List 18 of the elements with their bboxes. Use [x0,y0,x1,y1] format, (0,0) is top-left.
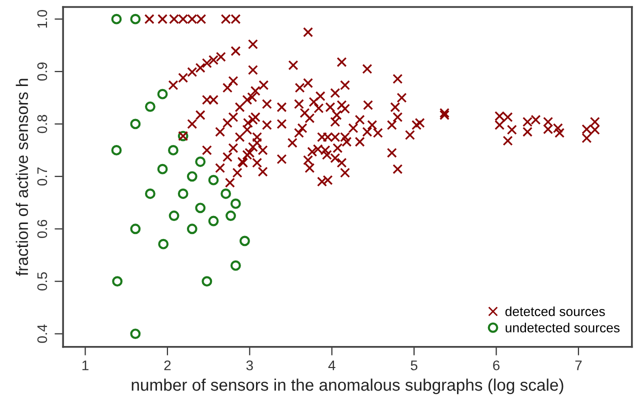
x-tick-label: 6 [493,360,500,370]
x-tick-label: 4 [328,360,336,370]
x-tick-label: 7 [575,360,582,370]
y-tick-label: 0.8 [37,114,48,134]
legend-label: undetected sources [506,322,620,332]
x-tick-label: 5 [410,360,418,370]
legend-label: detetced sources [505,306,605,316]
y-tick-label: 0.9 [37,62,48,81]
y-axis-title: fraction of active sensors h [16,78,28,276]
x-tick-label: 1 [82,360,88,370]
y-tick-label: 0.4 [37,324,48,343]
y-tick-label: 0.7 [37,167,48,186]
y-tick-label: 0.5 [37,272,48,290]
x-axis-title: number of sensors in the anomalous subgraphs (log scale) [132,378,564,394]
x-tick-label: 2 [164,360,171,370]
x-tick-label: 3 [246,360,253,370]
y-tick-label: 0.6 [37,220,48,238]
y-tick-label: 1.0 [37,10,48,28]
